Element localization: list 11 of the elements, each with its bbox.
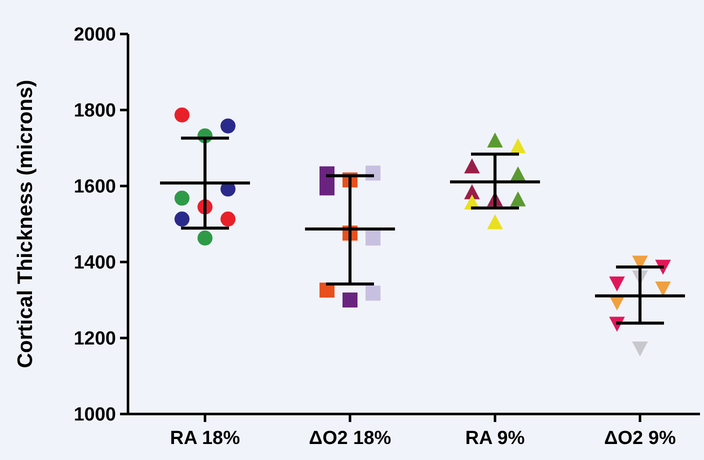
y-tick-label: 1200 [74, 328, 116, 350]
x-tick-label: RA 9% [465, 428, 525, 449]
y-tick-label: 2000 [74, 24, 116, 46]
x-tick-label: ΔO2 9% [604, 428, 676, 449]
y-tick-label: 1800 [74, 100, 116, 122]
x-tick-label: ΔO2 18% [308, 428, 392, 449]
y-tick-label: 1400 [74, 252, 116, 274]
y-tick-label: 1600 [74, 176, 116, 198]
x-tick-label: RA 18% [170, 428, 240, 449]
y-axis-title: Cortical Thickness (microns) [14, 80, 37, 368]
y-tick-label: 1000 [74, 404, 116, 426]
